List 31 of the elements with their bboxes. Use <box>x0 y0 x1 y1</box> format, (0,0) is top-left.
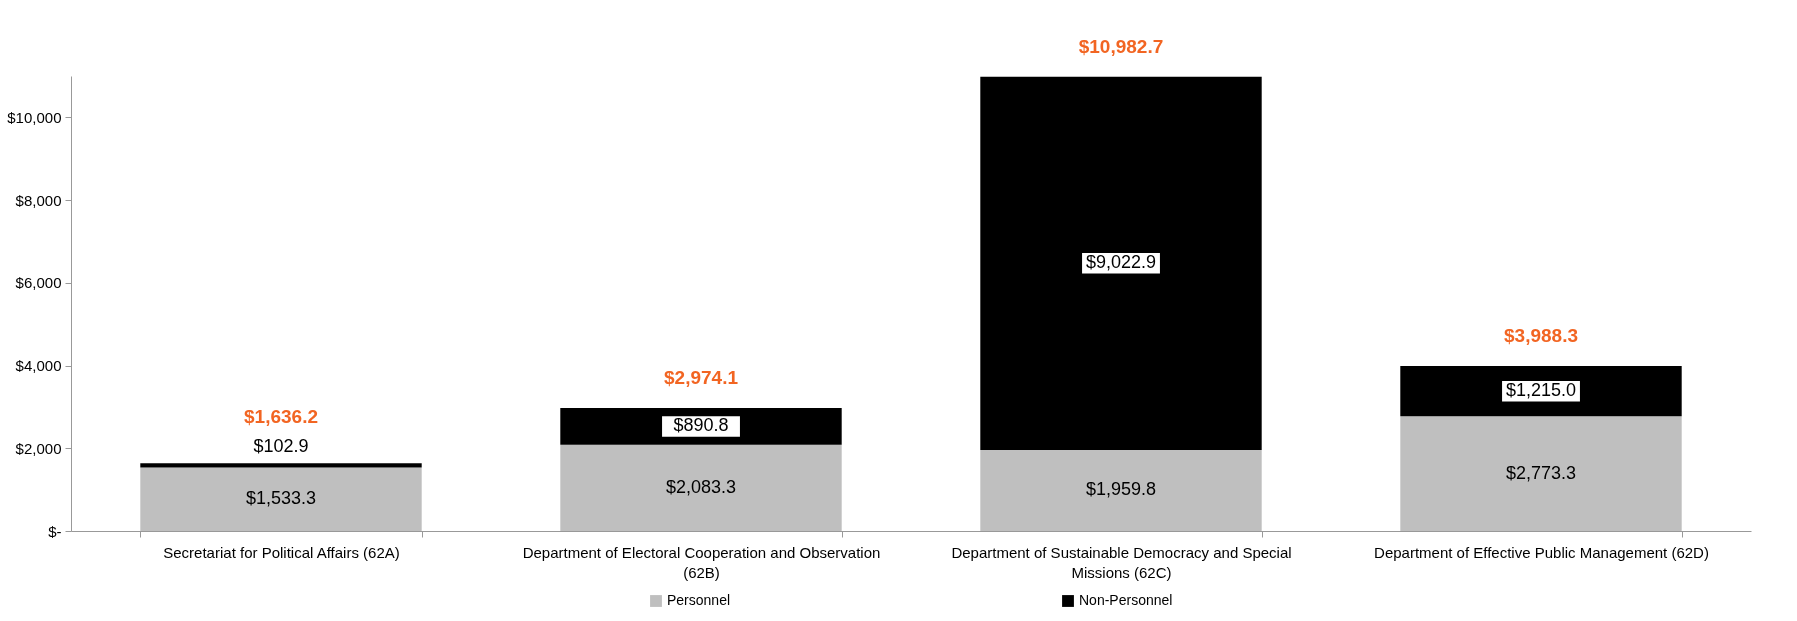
data-label: $1,533.3 <box>245 488 317 509</box>
y-tick-label: $4,000 <box>15 357 62 375</box>
y-tick-label: $2,000 <box>15 439 62 457</box>
data-label: $2,083.3 <box>665 476 737 497</box>
total-label: $10,982.7 <box>1078 35 1164 57</box>
x-tick-label: Secretariat for Political Affairs (62A) <box>163 543 400 561</box>
data-label: $2,773.3 <box>1505 462 1577 483</box>
x-tick-label: Department of Effective Public Management (62D) <box>1374 543 1709 561</box>
legend-label: Non-Personnel <box>1079 592 1173 608</box>
data-label: $1,215.0 <box>1505 380 1577 401</box>
y-tick-label: $8,000 <box>15 191 62 209</box>
total-label: $1,636.2 <box>244 406 318 428</box>
data-label: $1,959.8 <box>1085 479 1157 500</box>
bar <box>560 444 842 531</box>
y-tick-label: $6,000 <box>15 274 62 292</box>
bar <box>140 467 422 531</box>
bar <box>980 449 1262 531</box>
y-tick-label: $- <box>48 522 62 540</box>
x-tick-label: Department of Sustainable Democracy and Special Missions (62C) <box>951 543 1292 581</box>
total-label: $3,988.3 <box>1504 325 1578 347</box>
bar <box>140 463 422 468</box>
legend-label: Personnel <box>667 592 731 608</box>
data-label: $890.8 <box>673 415 729 436</box>
bar <box>980 76 1262 450</box>
total-label: $2,974.1 <box>664 366 739 388</box>
data-label: $102.9 <box>253 436 309 457</box>
data-label: $9,022.9 <box>1085 252 1157 273</box>
bar <box>1400 416 1682 531</box>
y-tick-label: $10,000 <box>7 108 62 126</box>
bar <box>1400 366 1682 417</box>
x-tick-label: Department of Electoral Cooperation and Observation (62B) <box>522 543 881 581</box>
